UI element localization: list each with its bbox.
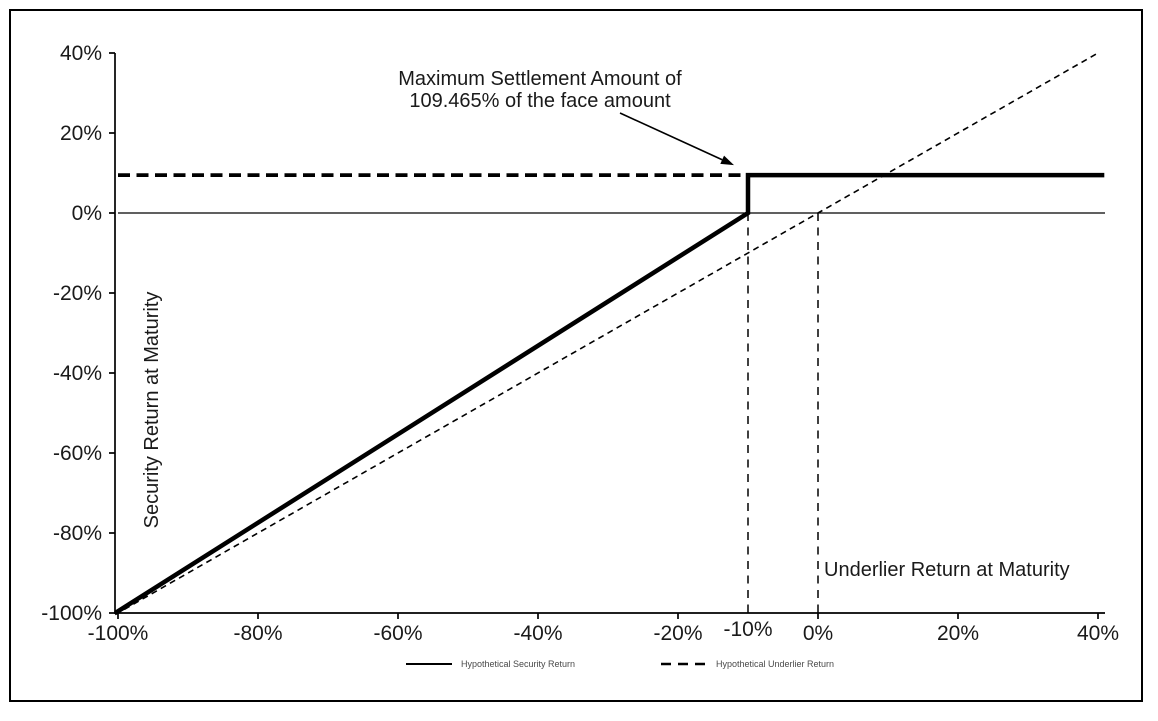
x-tick-label: -60% (373, 622, 422, 645)
y-tick-label: -20% (53, 282, 102, 305)
y-tick-label: -60% (53, 442, 102, 465)
legend-dashed-line-swatch (661, 662, 707, 666)
x-tick-label: 0% (803, 622, 833, 645)
x-tick-label: -20% (653, 622, 702, 645)
y-tick-label: 40% (60, 42, 102, 65)
x-tick-label: 40% (1077, 622, 1119, 645)
y-tick-label: -80% (53, 522, 102, 545)
max-settlement-annotation: Maximum Settlement Amount of 109.465% of… (310, 68, 770, 112)
legend-solid-line-swatch (406, 663, 452, 665)
y-axis-title: Security Return at Maturity (141, 291, 163, 529)
series-line-security (113, 172, 1105, 615)
legend-item-security-return: Hypothetical Security Return (405, 656, 575, 672)
legend-label-underlier-return: Hypothetical Underlier Return (716, 659, 835, 669)
y-tick-label: 20% (60, 122, 102, 145)
series-line-underlier (114, 52, 1099, 616)
x-axis-title: Underlier Return at Maturity (824, 559, 1070, 581)
max-settlement-annotation-line2: 109.465% of the face amount (409, 90, 671, 112)
x-tick-label: 20% (937, 622, 979, 645)
figure-border (9, 9, 1143, 702)
annotation-arrowhead (720, 155, 734, 166)
x-tick-label: -80% (233, 622, 282, 645)
x-tick-label: -100% (88, 622, 149, 645)
x-tick-label: -10% (723, 618, 772, 641)
y-tick-label: 0% (72, 202, 102, 225)
legend-label-security-return: Hypothetical Security Return (461, 659, 576, 669)
y-tick-label: -100% (41, 602, 102, 625)
max-settlement-annotation-line1: Maximum Settlement Amount of (398, 68, 682, 90)
annotation-arrow-shaft (619, 112, 723, 161)
y-tick-label: -40% (53, 362, 102, 385)
legend-item-underlier-return: Hypothetical Underlier Return (660, 656, 834, 672)
x-tick-label: -40% (513, 622, 562, 645)
